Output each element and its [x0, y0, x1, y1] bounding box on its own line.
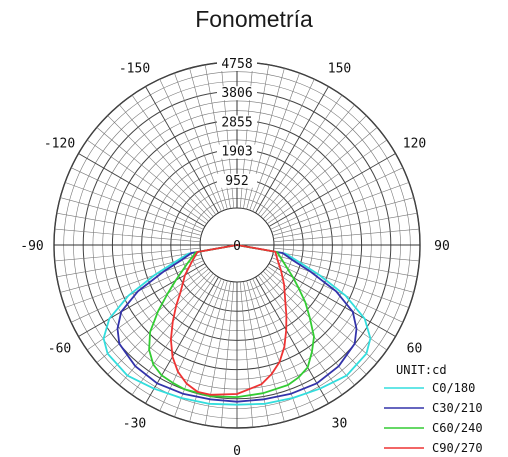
legend-entry: C60/240: [432, 421, 483, 435]
angle-label: -60: [48, 342, 71, 357]
center-label: 0: [233, 239, 241, 254]
spoke-line: [273, 212, 418, 239]
legend-entry: C30/210: [432, 401, 483, 415]
spoke-line: [56, 251, 201, 278]
spoke-line: [268, 263, 396, 337]
spoke-line: [268, 153, 396, 227]
radial-tick-bg: [217, 86, 257, 101]
spoke-line: [260, 104, 355, 217]
radial-tick-bg: [217, 57, 257, 71]
spoke-line: [246, 280, 285, 422]
axis-labels: 952 1903 2855 3806 4758 0 -150 150 -120 120 -90 90 -…: [20, 57, 450, 457]
spoke-line: [204, 281, 231, 426]
spoke-line: [265, 268, 378, 363]
spoke-line: [270, 167, 404, 230]
spoke-line: [119, 104, 214, 217]
radial-tick-bg: [217, 115, 257, 130]
chart-title: Fonometría: [195, 6, 313, 32]
spoke-line: [174, 72, 225, 211]
spoke-line: [145, 276, 219, 404]
radial-tick-bg: [217, 144, 257, 159]
spoke-line: [272, 197, 414, 236]
spoke-line: [86, 139, 207, 225]
radial-tick-label: 952: [225, 174, 248, 189]
spoke-line: [54, 228, 201, 243]
spoke-line: [265, 127, 378, 222]
series-line-c0-180: [102, 244, 372, 406]
radial-tick-label: 3806: [221, 86, 252, 101]
spoke-line: [70, 167, 204, 230]
angle-label: 120: [403, 137, 426, 152]
angle-label: -120: [44, 137, 75, 152]
radial-tick-label: 2855: [221, 115, 252, 130]
unit-label: UNIT:cd: [396, 363, 447, 377]
spoke-line: [189, 280, 228, 422]
radial-tick-label: 4758: [221, 57, 252, 72]
spoke-line: [220, 281, 235, 428]
spoke-line: [273, 251, 418, 278]
spoke-line: [252, 78, 315, 212]
spoke-line: [271, 257, 410, 308]
spoke-line: [96, 127, 209, 222]
legend-entry: C0/180: [432, 381, 475, 395]
spoke-line: [257, 94, 343, 215]
spoke-line: [145, 86, 219, 214]
spoke-line: [96, 268, 209, 363]
series-line-c30-210: [116, 244, 358, 403]
spoke-line: [107, 270, 212, 375]
angle-label: 150: [328, 62, 351, 77]
spoke-line: [159, 78, 222, 212]
radial-tick-bg: [217, 173, 257, 188]
spoke-line: [243, 281, 270, 426]
spoke-line: [64, 182, 203, 233]
spoke-line: [267, 139, 388, 225]
spoke-line: [255, 86, 329, 214]
spoke-line: [56, 212, 201, 239]
angle-label: 0: [233, 444, 241, 457]
angle-label: -30: [123, 417, 146, 432]
spoke-line: [131, 275, 217, 396]
series-lines: [102, 244, 372, 406]
series-line-c60-240: [148, 244, 315, 398]
spoke-line: [239, 281, 254, 428]
spoke-line: [252, 278, 315, 412]
spoke-line: [273, 228, 420, 243]
spoke-line: [60, 197, 202, 236]
spoke-line: [54, 247, 201, 262]
spoke-line: [86, 265, 207, 351]
series-line-c90-270: [170, 244, 288, 396]
spoke-line: [262, 270, 367, 375]
spoke-line: [119, 273, 214, 386]
angle-label: 90: [434, 239, 450, 254]
radial-tick-label: 1903: [221, 145, 252, 160]
legend: UNIT:cd C0/180 C30/210 C60/240 C90/270: [384, 363, 483, 455]
spoke-line: [78, 153, 206, 227]
angle-label: 30: [332, 417, 348, 432]
spoke-line: [262, 115, 367, 220]
spoke-line: [267, 265, 388, 351]
spoke-line: [271, 182, 410, 233]
angle-label: 60: [407, 342, 423, 357]
spoke-line: [255, 276, 329, 404]
spoke-line: [64, 257, 203, 308]
spoke-line: [273, 247, 420, 262]
spoke-line: [107, 115, 212, 220]
spoke-line: [131, 94, 217, 215]
angle-label: -90: [20, 239, 43, 254]
legend-entry: C90/270: [432, 441, 483, 455]
angle-label: -150: [119, 62, 150, 77]
spoke-line: [249, 72, 300, 211]
